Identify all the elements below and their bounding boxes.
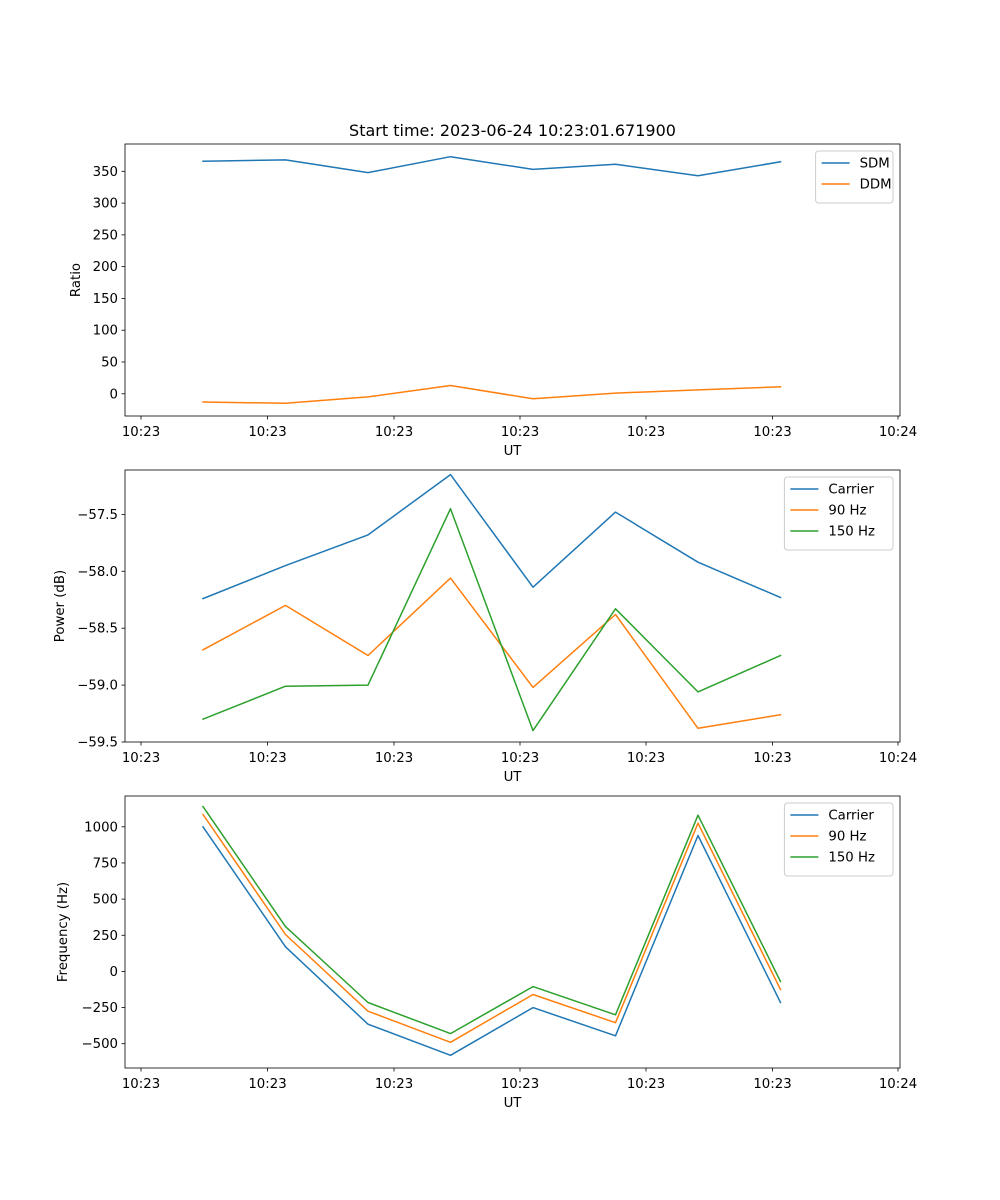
x-tick-label: 10:23 bbox=[122, 1077, 160, 1092]
legend-label: DDM bbox=[860, 178, 892, 193]
y-tick-label: 1000 bbox=[84, 820, 118, 835]
y-tick-label: 200 bbox=[93, 260, 118, 275]
legend-box bbox=[815, 150, 894, 204]
axes-frame bbox=[124, 469, 901, 743]
series-line-ddm bbox=[202, 384, 782, 405]
x-tick-label: 10:23 bbox=[627, 1077, 665, 1092]
legend: Carrier 90 Hz 150 Hz bbox=[783, 802, 894, 877]
legend-label: 90 Hz bbox=[828, 830, 866, 845]
legend-label: Carrier bbox=[828, 809, 874, 824]
x-tick-label: 10:23 bbox=[122, 425, 160, 440]
legend: Carrier 90 Hz 150 Hz bbox=[783, 476, 894, 551]
chart-panel-1: 0 50 100 150 200 250 300 350 10:23 10:23 10:23 10:2… bbox=[69, 143, 917, 459]
axes-frame bbox=[124, 143, 901, 417]
y-tick-label: −57.5 bbox=[77, 508, 118, 523]
x-tick-label: 10:23 bbox=[627, 751, 665, 766]
legend: SDM DDM bbox=[815, 150, 894, 204]
legend-label: 150 Hz bbox=[828, 851, 875, 866]
y-tick-label: 0 bbox=[110, 387, 118, 402]
x-tick-label: 10:23 bbox=[627, 425, 665, 440]
y-axis-label: Ratio bbox=[69, 263, 84, 297]
y-tick-label: 750 bbox=[93, 856, 118, 871]
legend-label: SDM bbox=[860, 157, 890, 172]
y-tick-label: 250 bbox=[93, 929, 118, 944]
x-tick-label: 10:23 bbox=[501, 1077, 539, 1092]
x-tick-label: 10:23 bbox=[248, 1077, 286, 1092]
series-line-150-hz bbox=[202, 507, 782, 732]
chart-panel-3: −500 −250 0 250 500 750 1000 10:23 10:23 10:23 10:… bbox=[56, 795, 917, 1111]
x-tick-label: 10:23 bbox=[375, 1077, 413, 1092]
figure-title: Start time: 2023-06-24 10:23:01.671900 bbox=[349, 121, 676, 140]
legend-label: 90 Hz bbox=[828, 504, 866, 519]
x-axis-label: UT bbox=[504, 444, 523, 459]
x-tick-label: 10:23 bbox=[248, 425, 286, 440]
y-tick-label: 0 bbox=[110, 965, 118, 980]
x-tick-label: 10:23 bbox=[122, 751, 160, 766]
y-tick-label: −250 bbox=[81, 1001, 118, 1016]
y-tick-label: 300 bbox=[93, 197, 118, 212]
x-tick-label: 10:24 bbox=[879, 751, 917, 766]
y-tick-label: −58.0 bbox=[77, 565, 118, 580]
y-tick-label: −59.0 bbox=[77, 679, 118, 694]
y-tick-label: −58.5 bbox=[77, 622, 118, 637]
x-tick-label: 10:23 bbox=[375, 425, 413, 440]
axes-frame bbox=[124, 795, 901, 1069]
legend-label: 150 Hz bbox=[828, 525, 875, 540]
x-tick-label: 10:23 bbox=[753, 425, 791, 440]
x-axis-label: UT bbox=[504, 770, 523, 785]
y-tick-label: 250 bbox=[93, 228, 118, 243]
y-axis-label: Frequency (Hz) bbox=[56, 882, 71, 982]
legend-label: Carrier bbox=[828, 483, 874, 498]
series-line-sdm bbox=[202, 155, 782, 177]
x-tick-label: 10:23 bbox=[753, 1077, 791, 1092]
x-tick-label: 10:23 bbox=[501, 425, 539, 440]
y-tick-label: −59.5 bbox=[77, 736, 118, 751]
series-line-150-hz bbox=[201, 805, 782, 1035]
series-line-90-hz bbox=[201, 813, 782, 1044]
x-tick-label: 10:23 bbox=[375, 751, 413, 766]
y-tick-label: 150 bbox=[93, 292, 118, 307]
y-tick-label: −500 bbox=[81, 1037, 118, 1052]
x-tick-label: 10:24 bbox=[879, 425, 917, 440]
y-tick-label: 350 bbox=[93, 165, 118, 180]
x-tick-label: 10:23 bbox=[248, 751, 286, 766]
y-tick-label: 100 bbox=[93, 324, 118, 339]
panels: 0 50 100 150 200 250 300 350 10:23 10:23 10:23 10:2… bbox=[53, 143, 917, 1111]
series-line-90-hz bbox=[201, 577, 782, 730]
y-tick-label: 500 bbox=[93, 893, 118, 908]
y-tick-label: 50 bbox=[101, 355, 118, 370]
series-line-carrier bbox=[201, 825, 782, 1057]
x-tick-label: 10:23 bbox=[501, 751, 539, 766]
y-axis-label: Power (dB) bbox=[53, 570, 68, 642]
series-line-carrier bbox=[202, 473, 782, 600]
x-tick-label: 10:24 bbox=[879, 1077, 917, 1092]
chart-panel-2: −59.5 −59.0 −58.5 −58.0 −57.5 10:23 10:23 10:23… bbox=[53, 469, 917, 785]
x-tick-label: 10:23 bbox=[753, 751, 791, 766]
x-axis-label: UT bbox=[504, 1096, 523, 1111]
